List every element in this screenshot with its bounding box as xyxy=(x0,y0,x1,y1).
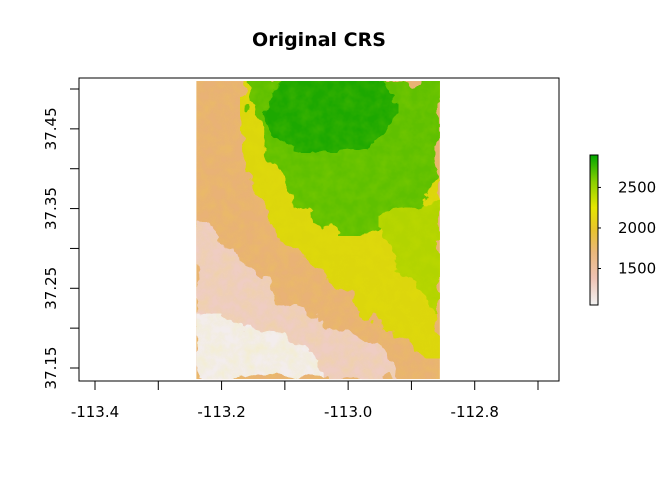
x-tick-label: -113.0 xyxy=(324,403,372,421)
y-tick-label: 37.15 xyxy=(42,347,60,390)
y-tick-label: 37.45 xyxy=(42,107,60,150)
legend-tick-label: 2000 xyxy=(618,219,656,237)
legend-tick-label: 1500 xyxy=(618,260,656,278)
x-tick-label: -113.4 xyxy=(71,403,119,421)
x-tick-label: -113.2 xyxy=(197,403,245,421)
y-tick-label: 37.25 xyxy=(42,267,60,310)
y-axis: 37.15 37.25 37.35 37.45 xyxy=(42,88,79,390)
x-tick-label: -112.8 xyxy=(451,403,499,421)
raster-texture xyxy=(196,81,440,380)
elevation-raster xyxy=(196,81,440,380)
y-tick-label: 37.35 xyxy=(42,187,60,230)
legend-colorbar xyxy=(589,154,599,306)
color-legend: 1500 2000 2500 xyxy=(589,154,656,306)
legend-tick-label: 2500 xyxy=(618,178,656,196)
plot-title: Original CRS xyxy=(252,29,386,51)
x-axis: -113.4 -113.2 -113.0 -112.8 xyxy=(71,381,539,421)
plot-frame xyxy=(78,77,560,382)
